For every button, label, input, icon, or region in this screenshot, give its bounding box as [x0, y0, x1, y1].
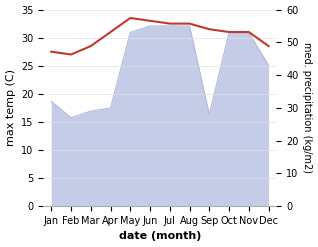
Y-axis label: max temp (C): max temp (C): [5, 69, 16, 146]
Y-axis label: med. precipitation (kg/m2): med. precipitation (kg/m2): [302, 42, 313, 173]
X-axis label: date (month): date (month): [119, 231, 201, 242]
